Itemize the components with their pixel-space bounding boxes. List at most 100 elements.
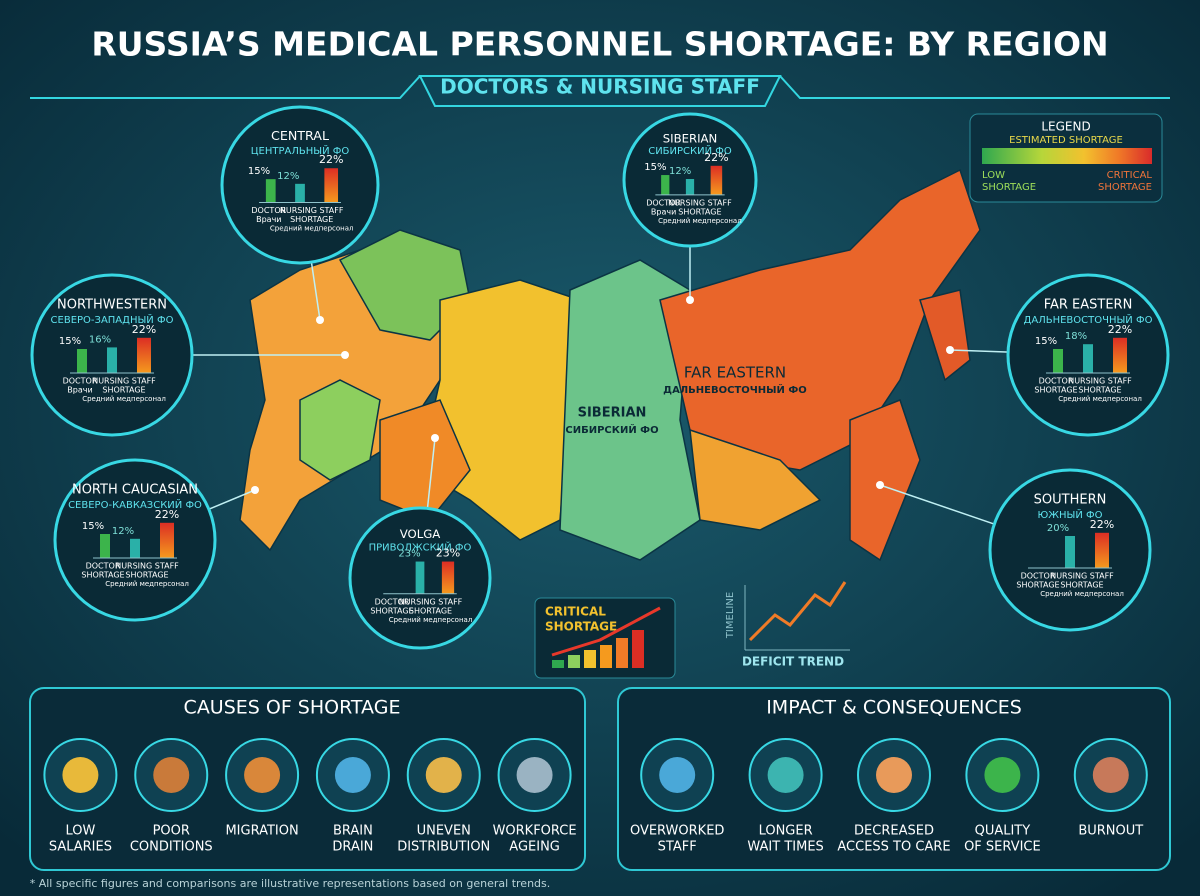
item-label: OVERWORKED [630,824,725,839]
bar-label: 23% [436,547,460,560]
doctor-label: SHORTAGE [370,606,413,615]
item-label: QUALITY [975,824,1031,839]
region-name-ru: СЕВЕРО-КАВКАЗСКИЙ ФО [68,498,202,511]
bar-label: 12% [277,171,299,182]
connector-dot [316,316,324,324]
nurse-label: SHORTAGE [125,571,168,580]
doctor-label: DOCTOR [63,377,98,386]
connector-dot [876,481,884,489]
doctor-label: DOCTOR [375,597,410,606]
doctor-label: Врачи [256,215,281,224]
bar [107,347,117,373]
legend-low: SHORTAGE [982,182,1036,193]
region-name: FAR EASTERN [1044,298,1133,313]
deco-arrow [551,606,661,657]
item-label: CONDITIONS [130,840,213,855]
region-name: SIBERIAN [663,131,718,145]
item-label: STAFF [658,840,697,855]
bar-label: 12% [112,526,134,537]
nurse-label: SHORTAGE [290,215,333,224]
map-label: FAR EASTERN [684,364,786,382]
doctor-label: Врачи [651,207,676,216]
nurse-label: NURSING STAFF [399,597,463,606]
causes-title: CAUSES OF SHORTAGE [184,697,401,719]
trend-axis-label: TIMELINE [725,592,736,639]
item-label: WAIT TIMES [747,840,823,855]
nurse-label: NURSING STAFF [92,377,156,386]
deco-bar [568,655,580,668]
bar [137,337,151,373]
doctor-label: SHORTAGE [81,571,124,580]
item-label: DRAIN [332,840,373,855]
banner [418,75,782,107]
item-label: DECREASED [854,824,934,839]
bar-label: 22% [1090,518,1114,531]
bar [710,165,723,195]
nurse-label: Средний медперсонал [105,580,189,588]
item-label: LOW [65,824,95,839]
item-icon [1092,757,1129,793]
connector-dot [251,486,259,494]
region-name: SOUTHERN [1034,493,1107,508]
bar-label: 15% [82,521,104,532]
region-name-ru: СИБИРСКИЙ ФО [648,144,732,157]
bar [441,561,455,594]
doctor-label: SHORTAGE [1034,386,1077,395]
doctor-label: DOCTOR [86,562,121,571]
bar-label: 18% [1065,331,1087,342]
nurse-label: Средний медперсонал [270,225,354,233]
nurse-label: Средний медперсонал [1058,395,1142,403]
nurse-label: Средний медперсонал [658,217,742,225]
causes-panel [29,687,586,871]
bar [1065,536,1075,568]
nurse-label: Средний медперсонал [1040,590,1124,598]
connector-dot [686,296,694,304]
bar [265,179,276,203]
subtitle: DOCTORS & NURSING STAFF [440,75,760,99]
region-name-ru: ЦЕНТРАЛЬНЫЙ ФО [251,144,350,157]
bar-label: 23% [398,549,420,560]
bar-label: 22% [704,151,728,164]
map-siberia [559,259,701,561]
item-label: POOR [153,824,190,839]
nurse-label: SHORTAGE [678,207,721,216]
bar-label: 15% [248,166,270,177]
map-far-east-south [689,428,822,531]
map-label-ru: ДАЛЬНЕВОСТОЧНЫЙ ФО [663,383,807,396]
nurse-label: SHORTAGE [409,606,452,615]
item-label: MIGRATION [225,824,298,839]
item-icon [767,757,804,793]
connector-dot [946,346,954,354]
region-name-ru: СЕВЕРО-ЗАПАДНЫЙ ФО [51,313,174,326]
legend-subtitle: ESTIMATED SHORTAGE [1009,135,1123,146]
region-name: NORTHWESTERN [57,298,167,313]
nurse-label: NURSING STAFF [1050,572,1114,581]
item-label: BURNOUT [1078,824,1143,839]
item-label: BRAIN [333,824,373,839]
bar-label: 12% [669,166,691,177]
bar-label: 16% [89,334,111,345]
legend-title: LEGEND [1041,120,1090,134]
bar-label: 20% [1047,523,1069,534]
region-name-ru: ПРИВОЛЖСКИЙ ФО [369,540,472,553]
title: RUSSIA’S MEDICAL PERSONNEL SHORTAGE: BY … [91,25,1108,64]
doctor-label: DOCTOR [646,198,681,207]
item-icon [244,757,281,793]
nurse-label: NURSING STAFF [668,198,732,207]
bar [415,561,425,594]
item-icon [876,757,912,793]
map-kamchatka [919,289,971,382]
map-label-ru: СИБИРСКИЙ ФО [565,423,658,436]
bar [1113,337,1127,373]
bar-label: 15% [1035,336,1057,347]
region-name: VOLGA [400,527,441,541]
nurse-label: NURSING STAFF [115,562,179,571]
nurse-label: Средний медперсонал [82,395,166,403]
doctor-label: DOCTOR [1039,377,1074,386]
bar [77,349,87,373]
nurse-label: SHORTAGE [1078,386,1121,395]
bar-label: 22% [1108,323,1132,336]
bar-label: 22% [132,323,156,336]
bar [324,168,339,203]
